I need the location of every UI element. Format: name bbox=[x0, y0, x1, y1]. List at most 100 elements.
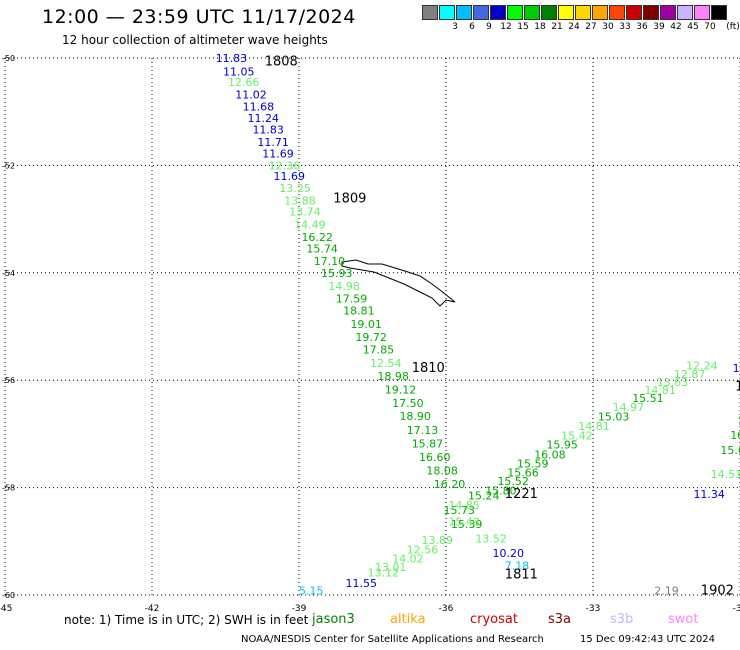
wave-height-value: 15.39 bbox=[451, 518, 483, 531]
wave-height-tracks: 11.8311.0512.6611.0211.6811.2411.8311.71… bbox=[216, 52, 740, 598]
wave-height-value: 19.01 bbox=[350, 318, 382, 331]
scale-label: 3 bbox=[452, 22, 458, 32]
wave-height-value: 17.13 bbox=[407, 424, 439, 437]
pass-time-labels: 1808 1809 1810 1811 1221 1902 121 bbox=[265, 55, 740, 599]
wave-height-value: 12.66 bbox=[228, 76, 260, 89]
pass-time-label: 1810 bbox=[412, 361, 445, 376]
wave-height-value: 11.24 bbox=[248, 112, 279, 125]
wave-height-value: 12.54 bbox=[370, 357, 402, 370]
wave-height-value: 11.83 bbox=[252, 123, 284, 136]
lat-label: -60 bbox=[2, 591, 15, 600]
scale-swatch bbox=[507, 5, 523, 20]
wave-height-value: 15.87 bbox=[412, 438, 444, 451]
track-edge: 11.36 17.9 16.94 15.67 14.51 11.34 2.19 5.15 bbox=[299, 362, 740, 598]
wave-height-value: 14.85 bbox=[448, 499, 480, 512]
wave-height-value: 12.24 bbox=[686, 360, 718, 373]
wave-height-value: 18.98 bbox=[377, 370, 409, 383]
wave-height-value: 14.02 bbox=[392, 552, 424, 565]
scale-swatch bbox=[575, 5, 591, 20]
map-title: 12:00 — 23:59 UTC 11/17/2024 bbox=[42, 6, 356, 28]
lat-label: -56 bbox=[2, 376, 15, 385]
wave-height-value: 11.02 bbox=[235, 89, 266, 102]
track-1808: 11.8311.0512.6611.0211.6811.2411.8311.71… bbox=[216, 52, 530, 572]
scale-unit: (ft) bbox=[726, 22, 740, 32]
wave-height-value: 10.20 bbox=[493, 547, 525, 560]
wave-height-value: 15.73 bbox=[444, 504, 476, 517]
scale-swatch bbox=[473, 5, 489, 20]
scale-label: 9 bbox=[486, 22, 492, 32]
wave-height-value: 11.69 bbox=[274, 170, 306, 183]
scale-label: 39 bbox=[653, 22, 665, 32]
wave-height-value: 14.49 bbox=[294, 218, 326, 231]
scale-swatch bbox=[422, 5, 438, 20]
wave-height-value: 11.83 bbox=[216, 52, 248, 65]
pass-time-label: 1221 bbox=[505, 487, 538, 502]
wave-height-value: 13.74 bbox=[289, 206, 321, 219]
scale-swatch bbox=[694, 5, 710, 20]
wave-height-value: 12.36 bbox=[269, 159, 301, 172]
satellite-jason3: jason3 bbox=[312, 612, 355, 627]
scale-label: 18 bbox=[534, 22, 546, 32]
scale-label: 24 bbox=[568, 22, 580, 32]
map-subtitle: 12 hour collection of altimeter wave hei… bbox=[62, 33, 328, 47]
scale-swatch bbox=[558, 5, 574, 20]
scale-swatch bbox=[541, 5, 557, 20]
wave-height-value: 11.36 bbox=[733, 362, 740, 375]
scale-label: 30 bbox=[602, 22, 614, 32]
scale-swatch bbox=[456, 5, 472, 20]
scale-swatch bbox=[490, 5, 506, 20]
wave-height-value: 15.42 bbox=[561, 430, 593, 443]
wave-height-value: 16.60 bbox=[419, 451, 451, 464]
wave-height-value: 11.05 bbox=[223, 65, 255, 78]
wave-height-value: 11.55 bbox=[346, 577, 378, 590]
satellite-cryosat: cryosat bbox=[470, 612, 518, 627]
scale-label: 70 bbox=[704, 22, 716, 32]
wave-height-value: 5.15 bbox=[299, 585, 324, 598]
pass-time-label: 1808 bbox=[265, 55, 298, 70]
wave-height-value: 15.95 bbox=[546, 439, 578, 452]
generated-timestamp: 15 Dec 09:42:43 UTC 2024 bbox=[580, 634, 715, 645]
wave-height-value: 13.88 bbox=[284, 194, 316, 207]
scale-swatch bbox=[643, 5, 659, 20]
scale-label: 27 bbox=[585, 22, 597, 32]
lon-label: -33 bbox=[586, 604, 601, 614]
wave-height-value: 19.72 bbox=[355, 331, 387, 344]
scale-label: 45 bbox=[687, 22, 699, 32]
scale-swatch bbox=[711, 5, 727, 20]
satellite-altika: altika bbox=[390, 612, 426, 627]
island-coastline bbox=[341, 259, 456, 307]
wave-height-value: 14.97 bbox=[613, 401, 645, 414]
pass-time-label: 1902 bbox=[701, 584, 734, 599]
wave-height-value: 11.69 bbox=[262, 148, 294, 161]
pass-time-label: 1809 bbox=[333, 192, 366, 207]
wave-height-value: 15.43 bbox=[448, 515, 480, 528]
wave-height-value: 15.59 bbox=[517, 457, 549, 470]
lat-label: -52 bbox=[2, 161, 15, 170]
pass-time-label: 1811 bbox=[505, 568, 538, 583]
scale-label: 33 bbox=[619, 22, 631, 32]
wave-height-value: 18.08 bbox=[426, 464, 458, 477]
pass-time-label: 121 bbox=[735, 380, 740, 395]
wave-height-value: 11.34 bbox=[693, 488, 725, 501]
scale-label: 21 bbox=[551, 22, 563, 32]
wave-height-value: 15.67 bbox=[720, 444, 740, 457]
wave-height-value: 12.56 bbox=[407, 543, 439, 556]
wave-height-value: 17.50 bbox=[392, 397, 424, 410]
credit-line: NOAA/NESDIS Center for Satellite Applica… bbox=[241, 634, 544, 645]
scale-label: 15 bbox=[517, 22, 529, 32]
scale-swatch bbox=[439, 5, 455, 20]
wave-height-value: 15.93 bbox=[321, 267, 353, 280]
lon-label: -42 bbox=[145, 604, 160, 614]
lon-label: -39 bbox=[292, 604, 307, 614]
wave-height-value: 15.52 bbox=[497, 475, 529, 488]
wave-height-value: 17.10 bbox=[314, 255, 346, 268]
wave-height-value: 16.20 bbox=[434, 478, 466, 491]
wave-height-value: 13.63 bbox=[657, 376, 689, 389]
lon-label: -36 bbox=[439, 604, 454, 614]
scale-label: 12 bbox=[500, 22, 512, 32]
scale-swatch bbox=[609, 5, 625, 20]
wave-height-value: 19.12 bbox=[385, 383, 417, 396]
scale-swatch bbox=[524, 5, 540, 20]
wave-height-value: 14.81 bbox=[578, 420, 610, 433]
lon-label: -45 bbox=[0, 604, 12, 614]
